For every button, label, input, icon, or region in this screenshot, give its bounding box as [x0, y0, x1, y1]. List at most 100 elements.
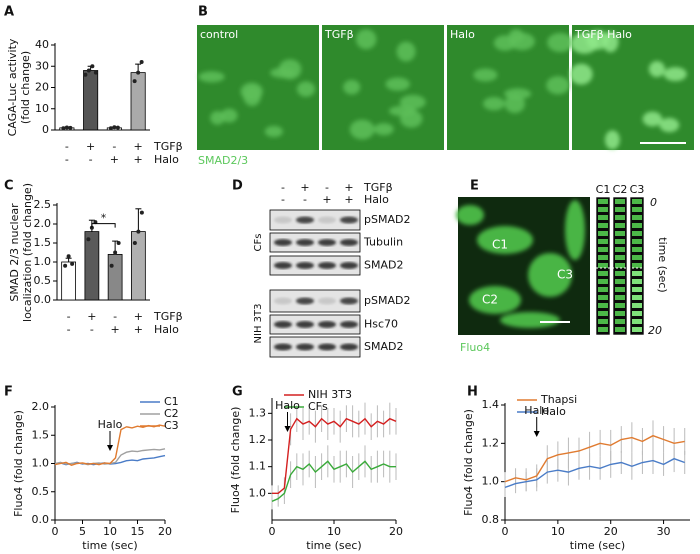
- panel-letter: A: [4, 5, 14, 20]
- y-axis-label: localization (fold change): [21, 183, 34, 322]
- kymograph-stripe: [615, 207, 625, 212]
- condition-name: TGFβ: [153, 140, 183, 153]
- x-tick-label: 10: [327, 525, 341, 538]
- blot-row-label: Tubulin: [363, 236, 403, 249]
- data-point: [68, 125, 73, 130]
- kymograph-stripe: [632, 231, 642, 236]
- condition-name: Halo: [364, 193, 389, 206]
- kymograph-stripe: [632, 199, 642, 204]
- cell: [220, 108, 238, 123]
- y-tick-label: 0.8: [482, 513, 500, 526]
- cell: [456, 205, 484, 225]
- blot-row-label: SMAD2: [364, 340, 403, 353]
- data-point: [132, 241, 137, 245]
- kymograph-stripe: [615, 255, 625, 260]
- x-tick-label: 10: [551, 525, 565, 538]
- cell: [198, 71, 225, 83]
- y-tick-label: 20: [35, 81, 49, 94]
- blot-band: [340, 343, 358, 351]
- significance-label: *: [101, 212, 107, 225]
- condition-name: Halo: [154, 323, 179, 336]
- lane-label: C2: [613, 183, 628, 196]
- stain-label: SMAD2/3: [198, 154, 248, 167]
- cell: [343, 79, 361, 95]
- kymograph-stripe: [598, 255, 608, 260]
- blot-band: [340, 321, 358, 328]
- x-tick-label: 20: [389, 525, 403, 538]
- bar: [107, 253, 123, 301]
- data-point: [116, 241, 121, 245]
- cell: [477, 226, 533, 254]
- cell: [565, 200, 585, 260]
- kymograph-stripe: [632, 303, 642, 308]
- legend-label: NIH 3T3: [308, 388, 352, 401]
- significance-bracket: [91, 223, 116, 228]
- time-axis-label: time (sec): [656, 237, 669, 292]
- x-axis-label: time (sec): [570, 539, 625, 552]
- blot-bands: [274, 297, 358, 305]
- blot-band: [340, 216, 358, 224]
- condition-name: TGFβ: [363, 181, 393, 194]
- cell: [210, 110, 225, 125]
- data-point: [83, 72, 88, 77]
- micrograph-label: control: [200, 28, 238, 41]
- data-point: [115, 125, 120, 130]
- blot-band: [274, 321, 292, 328]
- cells: [473, 29, 574, 114]
- cell: [504, 88, 532, 100]
- cells: [456, 200, 585, 328]
- kymograph-stripe: [598, 279, 608, 284]
- blot-band: [318, 216, 336, 224]
- blot-band: [296, 239, 314, 246]
- condition-sign: +: [344, 181, 353, 194]
- kymograph-stripe: [632, 255, 642, 260]
- annotation-arrowhead: [107, 445, 113, 451]
- annotation-label: Halo: [275, 399, 300, 412]
- bar: [61, 261, 77, 301]
- blot-group-label: CFs: [253, 234, 264, 252]
- cells: [569, 30, 687, 150]
- blot-row-label: pSMAD2: [364, 294, 410, 307]
- y-tick-label: 2.5: [34, 198, 52, 211]
- y-tick-label: 1.5: [32, 428, 50, 441]
- blot-bands: [274, 239, 358, 246]
- stain-label: Fluo4: [460, 341, 490, 354]
- series-line: [504, 434, 685, 483]
- micrograph-label: TGFβ: [324, 28, 354, 41]
- data-point: [89, 225, 94, 230]
- blot-band: [318, 239, 336, 246]
- condition-sign: -: [281, 193, 285, 206]
- y-tick-label: 2.0: [34, 217, 52, 230]
- legend-label: Halo: [541, 405, 566, 418]
- blot-group-label: NIH 3T3: [253, 304, 264, 344]
- kymograph-stripe: [632, 207, 642, 212]
- kymograph-stripe: [632, 327, 642, 332]
- bar: [83, 70, 99, 131]
- kymograph-stripe: [598, 239, 608, 244]
- x-axis-label: time (sec): [306, 539, 361, 552]
- kymograph-stripe: [632, 319, 642, 324]
- condition-sign: -: [303, 193, 307, 206]
- blot-strip: [269, 232, 361, 253]
- kymograph-stripe: [615, 263, 625, 268]
- kymograph-stripe: [615, 199, 625, 204]
- kymograph-stripe: [632, 239, 642, 244]
- kymograph-stripe: [598, 327, 608, 332]
- data-point: [63, 263, 68, 268]
- blot-row-label: SMAD2: [364, 259, 403, 272]
- blot-bands: [274, 262, 358, 269]
- blot-band: [318, 321, 336, 328]
- legend-label: C1: [164, 395, 179, 408]
- legend-label: Thapsi: [540, 393, 577, 406]
- condition-sign: +: [87, 310, 96, 323]
- blot-row-label: Hsc70: [364, 318, 398, 331]
- bar: [84, 231, 100, 301]
- x-tick-label: 15: [131, 525, 145, 538]
- kymograph-stripe: [615, 231, 625, 236]
- condition-sign: -: [325, 181, 329, 194]
- blot-band: [274, 262, 292, 269]
- condition-sign: +: [134, 140, 143, 153]
- cell-label: C3: [557, 268, 573, 282]
- y-axis-label: Fluo4 (fold change): [462, 409, 475, 516]
- kymograph-stripe: [598, 271, 608, 276]
